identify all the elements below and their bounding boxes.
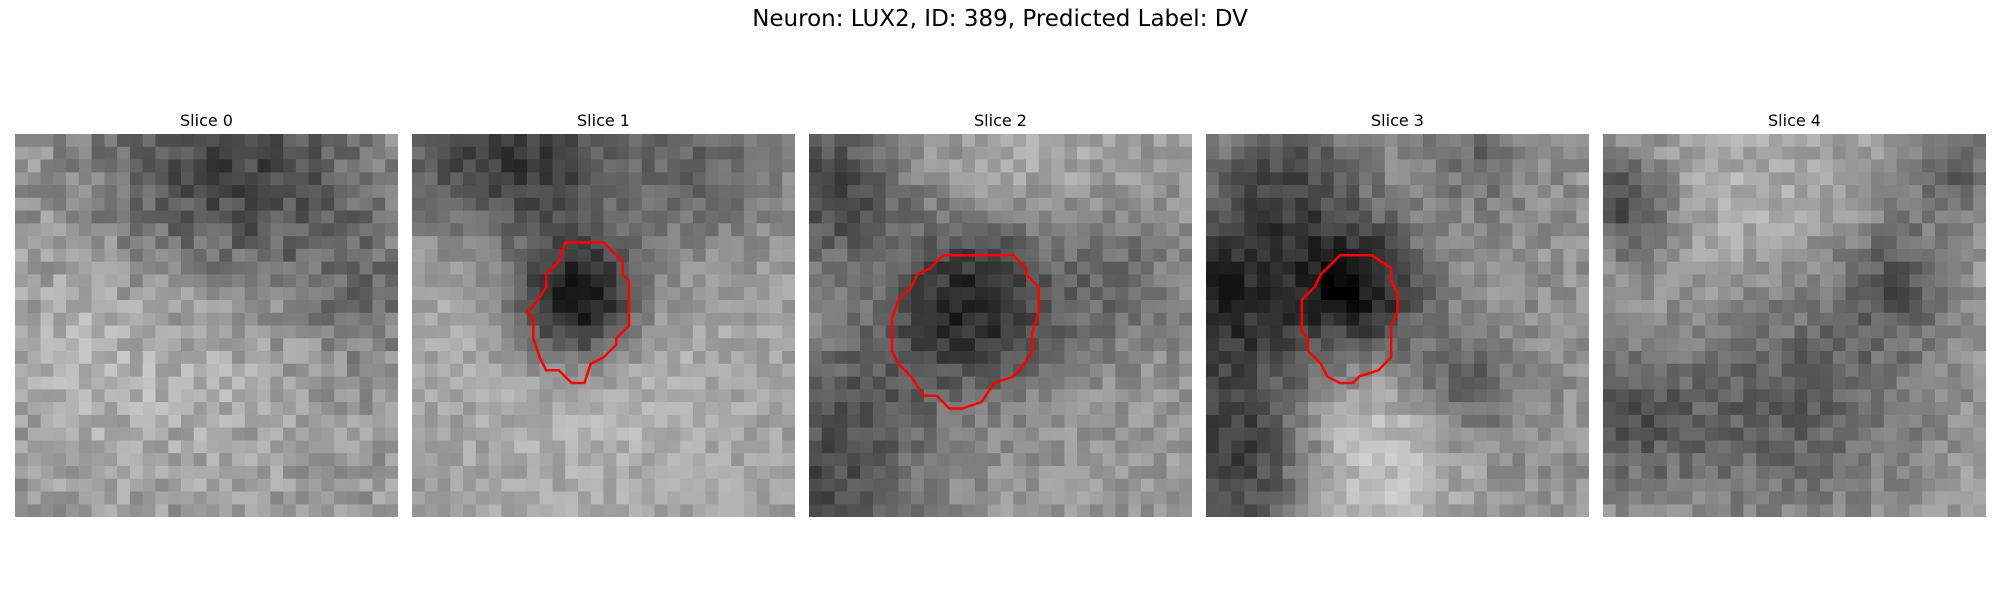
slice-image-2 [809, 134, 1192, 517]
slice-image-1 [412, 134, 795, 517]
slice-title-4: Slice 4 [1603, 108, 1986, 134]
slice-panel-3: Slice 3 [1206, 108, 1589, 517]
slice-image-0 [15, 134, 398, 517]
slice-panel-1: Slice 1 [412, 108, 795, 517]
slice-panel-2: Slice 2 [809, 108, 1192, 517]
figure-title: Neuron: LUX2, ID: 389, Predicted Label: … [0, 6, 2000, 32]
slice-title-0: Slice 0 [15, 108, 398, 134]
slice-title-1: Slice 1 [412, 108, 795, 134]
slice-panel-4: Slice 4 [1603, 108, 1986, 517]
slice-panel-0: Slice 0 [15, 108, 398, 517]
slice-title-3: Slice 3 [1206, 108, 1589, 134]
slice-title-2: Slice 2 [809, 108, 1192, 134]
slice-image-3 [1206, 134, 1589, 517]
slice-image-4 [1603, 134, 1986, 517]
